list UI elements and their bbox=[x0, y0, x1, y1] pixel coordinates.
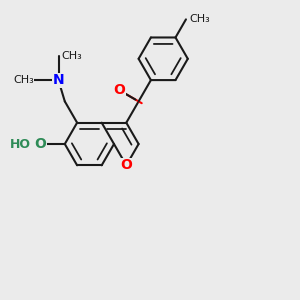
Text: O: O bbox=[120, 158, 132, 172]
Text: O: O bbox=[113, 83, 125, 97]
Text: O: O bbox=[34, 137, 46, 151]
Text: HO: HO bbox=[10, 137, 31, 151]
Text: N: N bbox=[53, 74, 64, 88]
Text: CH₃: CH₃ bbox=[61, 51, 82, 61]
Text: CH₃: CH₃ bbox=[189, 14, 210, 24]
Text: CH₃: CH₃ bbox=[13, 76, 34, 85]
